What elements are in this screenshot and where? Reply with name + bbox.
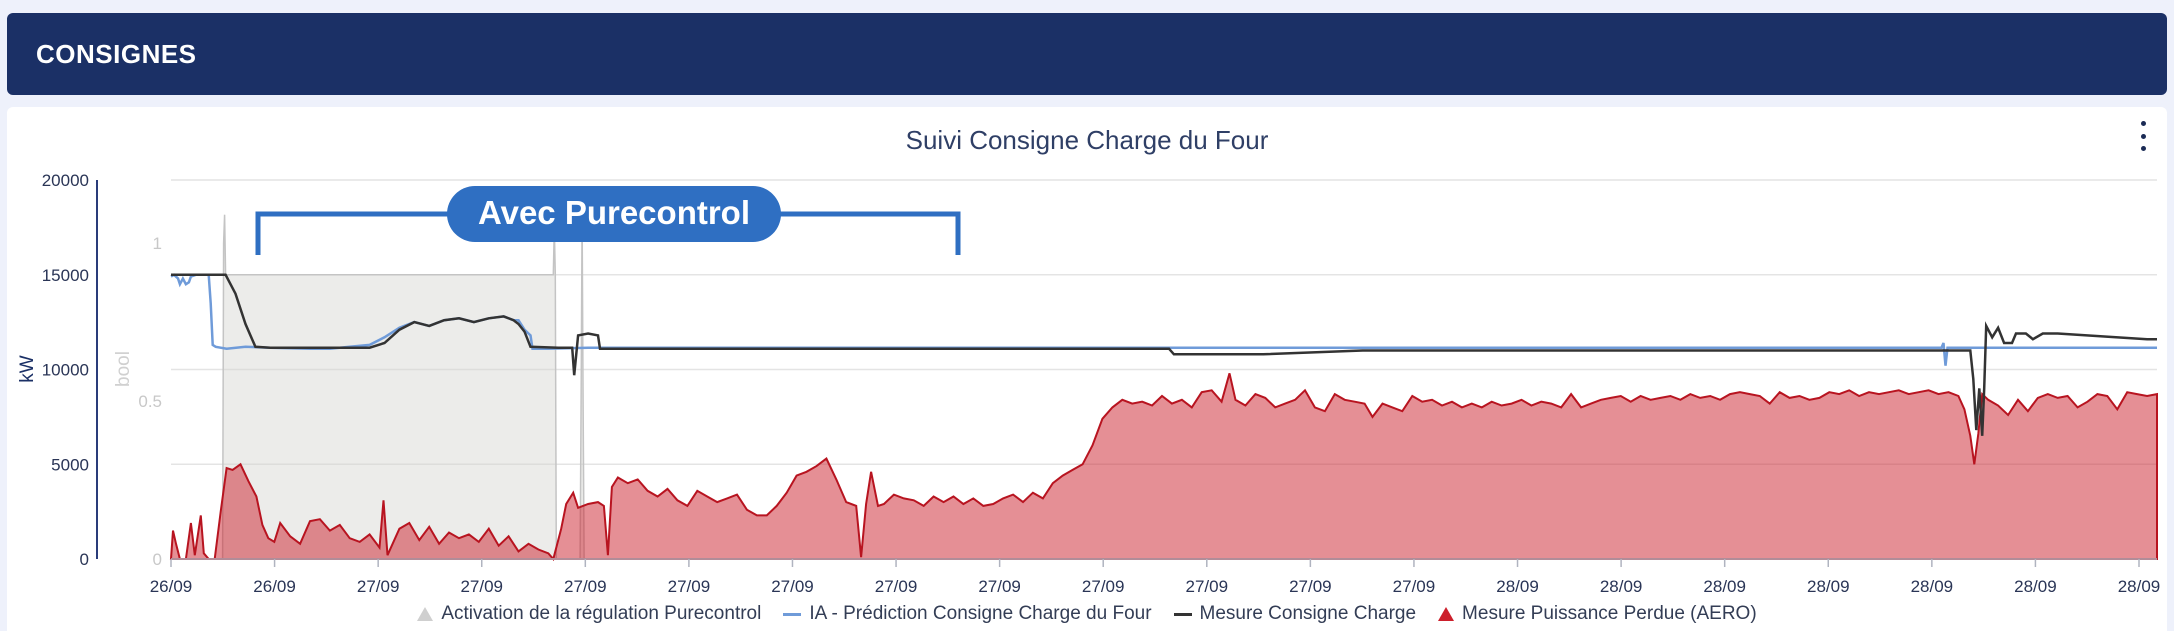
y-left-tick-label: 5000 xyxy=(51,455,89,474)
triangle-icon xyxy=(417,607,434,621)
header-title: CONSIGNES xyxy=(36,39,197,69)
chart-menu-icon[interactable] xyxy=(2137,121,2149,151)
puissance-perdue-area xyxy=(169,373,2158,562)
purecontrol-badge xyxy=(447,186,781,242)
line-icon xyxy=(783,612,802,616)
y-left-tick-label: 15000 xyxy=(42,266,89,285)
x-tick-label: 27/09 xyxy=(875,577,918,596)
legend-label: IA - Prédiction Consigne Charge du Four xyxy=(809,603,1152,624)
legend-label: Mesure Consigne Charge xyxy=(1199,603,1417,624)
x-tick-label: 26/09 xyxy=(253,577,296,596)
x-tick-label: 27/09 xyxy=(564,577,607,596)
x-tick-label: 27/09 xyxy=(771,577,814,596)
activation-area xyxy=(171,214,1164,560)
x-tick-label: 27/09 xyxy=(1393,577,1436,596)
y-right-tick-label: 0.5 xyxy=(138,392,162,411)
legend-label: Activation de la régulation Purecontrol xyxy=(441,603,762,624)
chart-svg: 20000 15000 10000 5000 0 1 0.5 0 kW bool 26/09 26/0… xyxy=(17,171,2161,596)
x-tick-label: 28/09 xyxy=(1911,577,1954,596)
x-tick-label: 28/09 xyxy=(1703,577,1746,596)
y-right-tick-label: 1 xyxy=(153,234,162,253)
mesure-consigne-line xyxy=(171,273,2157,436)
line-icon xyxy=(1173,612,1192,616)
chart-title: Suivi Consigne Charge du Four xyxy=(905,125,1269,155)
triangle-icon xyxy=(1438,607,1455,621)
x-tick-label: 27/09 xyxy=(1082,577,1125,596)
x-tick-label: 28/09 xyxy=(1807,577,1850,596)
legend-item-activation[interactable]: Activation de la régulation Purecontrol xyxy=(417,603,761,625)
x-tick-label: 27/09 xyxy=(1289,577,1332,596)
legend-item-puissance-perdue[interactable]: Mesure Puissance Perdue (AERO) xyxy=(1438,603,1757,625)
y-left-tick-label: 10000 xyxy=(42,361,89,380)
purecontrol-badge-label: Avec Purecontrol xyxy=(478,194,750,231)
x-tick-label: 27/09 xyxy=(668,577,711,596)
legend-item-ia-prediction[interactable]: IA - Prédiction Consigne Charge du Four xyxy=(783,603,1152,625)
y-right-axis-title: bool xyxy=(113,351,134,387)
x-tick-label: 27/09 xyxy=(978,577,1021,596)
x-tick-label: 27/09 xyxy=(357,577,400,596)
chart-card: Suivi Consigne Charge du Four 20000 15000… xyxy=(7,107,2167,631)
y-left-axis-title: kW xyxy=(17,355,38,383)
x-tick-label: 28/09 xyxy=(1496,577,1539,596)
y-left-tick-label: 0 xyxy=(80,550,89,569)
chart-legend: Activation de la régulation Purecontrol … xyxy=(7,603,2167,625)
consignes-header: CONSIGNES xyxy=(7,13,2167,95)
legend-label: Mesure Puissance Perdue (AERO) xyxy=(1462,603,1757,624)
y-right-tick-label: 0 xyxy=(153,550,162,569)
x-tick-label: 27/09 xyxy=(460,577,503,596)
x-tick-label: 28/09 xyxy=(2014,577,2057,596)
y-left-tick-label: 20000 xyxy=(42,171,89,190)
legend-item-mesure-consigne[interactable]: Mesure Consigne Charge xyxy=(1173,603,1417,625)
x-tick-label: 28/09 xyxy=(1600,577,1643,596)
x-tick-label: 26/09 xyxy=(150,577,193,596)
x-tick-label: 28/09 xyxy=(2118,577,2161,596)
x-tick-label: 27/09 xyxy=(1186,577,1229,596)
